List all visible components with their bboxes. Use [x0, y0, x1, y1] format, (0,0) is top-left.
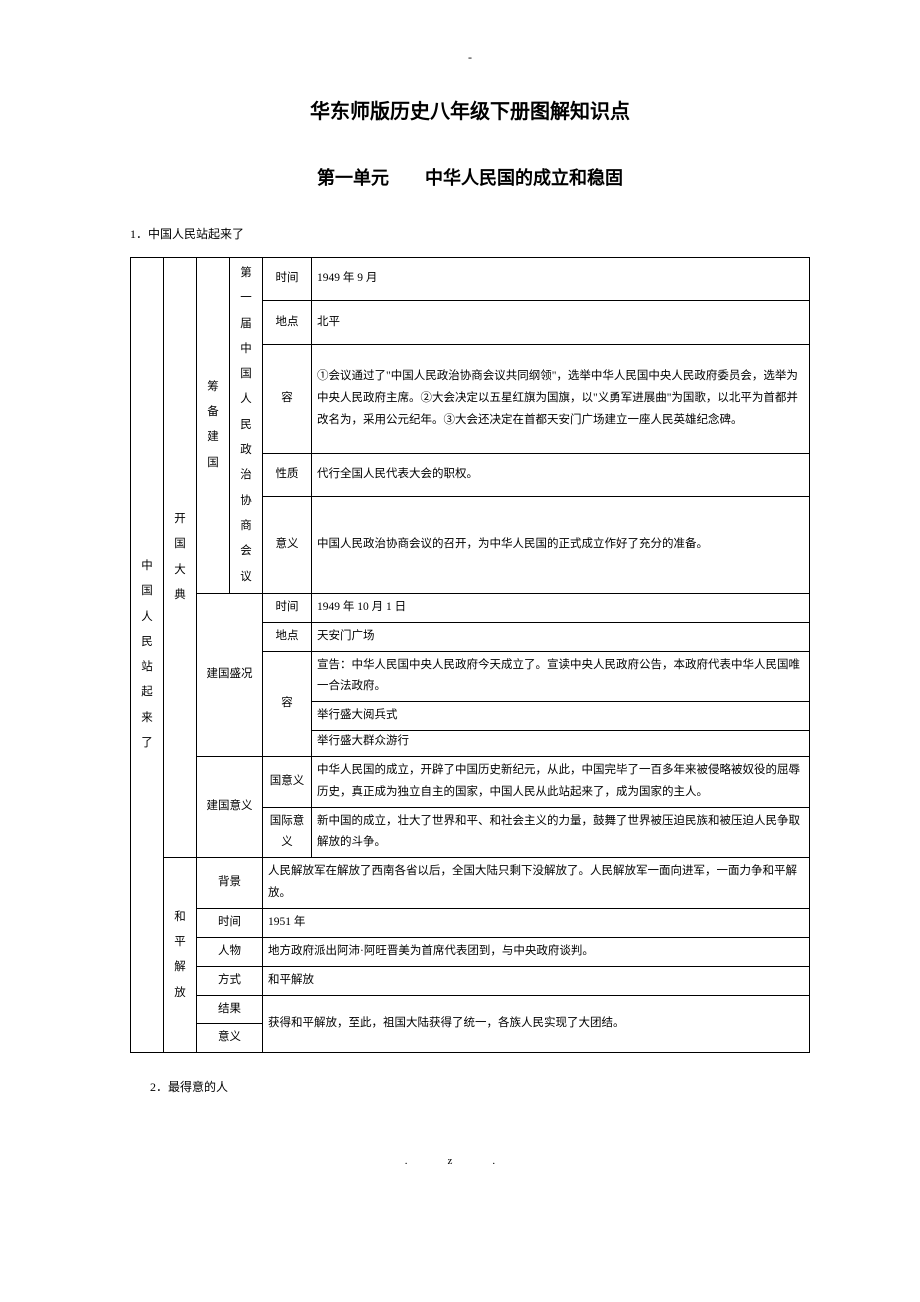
- cell-value: 1951 年: [263, 908, 810, 937]
- table-row: 建国盛况 时间 1949 年 10 月 1 日: [131, 593, 810, 622]
- cell-value: 举行盛大阅兵式 举行盛大群众游行: [312, 702, 810, 757]
- table-row: 建国意义 国意义 中华人民国的成立，开辟了中国历史新纪元，从此，中国完毕了一百多…: [131, 756, 810, 807]
- label-time: 时间: [263, 593, 312, 622]
- cell-value: 代行全国人民代表大会的职权。: [312, 453, 810, 496]
- label-bg: 背景: [197, 858, 263, 909]
- cell-value: 获得和平解放，至此，祖国大陆获得了统一，各族人民实现了大团结。: [263, 995, 810, 1053]
- main-title: 华东师版历史八年级下册图解知识点: [130, 95, 810, 124]
- label-method: 方式: [197, 966, 263, 995]
- cell-line: 举行盛大阅兵式: [312, 702, 809, 731]
- label-content: 容: [263, 344, 312, 453]
- col-event-a: 开国大典: [164, 258, 197, 858]
- cell-value: 1949 年 10 月 1 日: [312, 593, 810, 622]
- footer-mark: .z.: [130, 1155, 810, 1167]
- label-result: 结果: [197, 995, 263, 1024]
- table-row: 中国人民站起来了 开国大典 筹备建国 第一届中国人民政治协商会议 时间 1949…: [131, 258, 810, 301]
- cell-value: 地方政府派出阿沛·阿旺晋美为首席代表团到，与中央政府谈判。: [263, 937, 810, 966]
- label-intl: 国际意义: [263, 807, 312, 858]
- col-topic: 中国人民站起来了: [131, 258, 164, 1053]
- table-row: 人物 地方政府派出阿沛·阿旺晋美为首席代表团到，与中央政府谈判。: [131, 937, 810, 966]
- col-meaning-group: 建国意义: [197, 756, 263, 857]
- section-1-label: 1．中国人民站起来了: [130, 225, 810, 242]
- label-domestic: 国意义: [263, 756, 312, 807]
- label-person: 人物: [197, 937, 263, 966]
- table-row: 方式 和平解放: [131, 966, 810, 995]
- label-place: 地点: [263, 622, 312, 651]
- label-content: 容: [263, 651, 312, 756]
- cell-line: 举行盛大群众游行: [312, 728, 809, 756]
- cell-value: 中华人民国的成立，开辟了中国历史新纪元，从此，中国完毕了一百多年来被侵略被奴役的…: [312, 756, 810, 807]
- col-prep: 筹备建国: [197, 258, 230, 594]
- label-meaning: 意义: [197, 1024, 263, 1053]
- cell-value: 1949 年 9 月: [312, 258, 810, 301]
- section-2-label: 2．最得意的人: [150, 1078, 810, 1095]
- label-place: 地点: [263, 301, 312, 344]
- col-event-b: 和平解放: [164, 858, 197, 1053]
- cell-value: 宣告：中华人民国中央人民政府今天成立了。宣读中央人民政府公告，本政府代表中华人民…: [312, 651, 810, 702]
- cell-value: 和平解放: [263, 966, 810, 995]
- label-time: 时间: [197, 908, 263, 937]
- table-row: 结果 获得和平解放，至此，祖国大陆获得了统一，各族人民实现了大团结。: [131, 995, 810, 1024]
- cell-value: ①会议通过了"中国人民政治协商会议共同纲领"，选举中华人民国中央人民政府委员会，…: [312, 344, 810, 453]
- table-row: 和平解放 背景 人民解放军在解放了西南各省以后，全国大陆只剩下没解放了。人民解放…: [131, 858, 810, 909]
- table-row: 时间 1951 年: [131, 908, 810, 937]
- header-dash: -: [130, 50, 810, 65]
- label-meaning: 意义: [263, 496, 312, 593]
- col-meeting: 第一届中国人民政治协商会议: [230, 258, 263, 594]
- cell-value: 中国人民政治协商会议的召开，为中华人民国的正式成立作好了充分的准备。: [312, 496, 810, 593]
- cell-value: 人民解放军在解放了西南各省以后，全国大陆只剩下没解放了。人民解放军一面向进军，一…: [263, 858, 810, 909]
- cell-value: 天安门广场: [312, 622, 810, 651]
- knowledge-table: 中国人民站起来了 开国大典 筹备建国 第一届中国人民政治协商会议 时间 1949…: [130, 257, 810, 1053]
- label-time: 时间: [263, 258, 312, 301]
- col-ceremony: 建国盛况: [197, 593, 263, 756]
- cell-value: 新中国的成立，壮大了世界和平、和社会主义的力量，鼓舞了世界被压迫民族和被压迫人民…: [312, 807, 810, 858]
- cell-value: 北平: [312, 301, 810, 344]
- unit-title: 第一单元 中华人民国的成立和稳固: [130, 164, 810, 190]
- label-nature: 性质: [263, 453, 312, 496]
